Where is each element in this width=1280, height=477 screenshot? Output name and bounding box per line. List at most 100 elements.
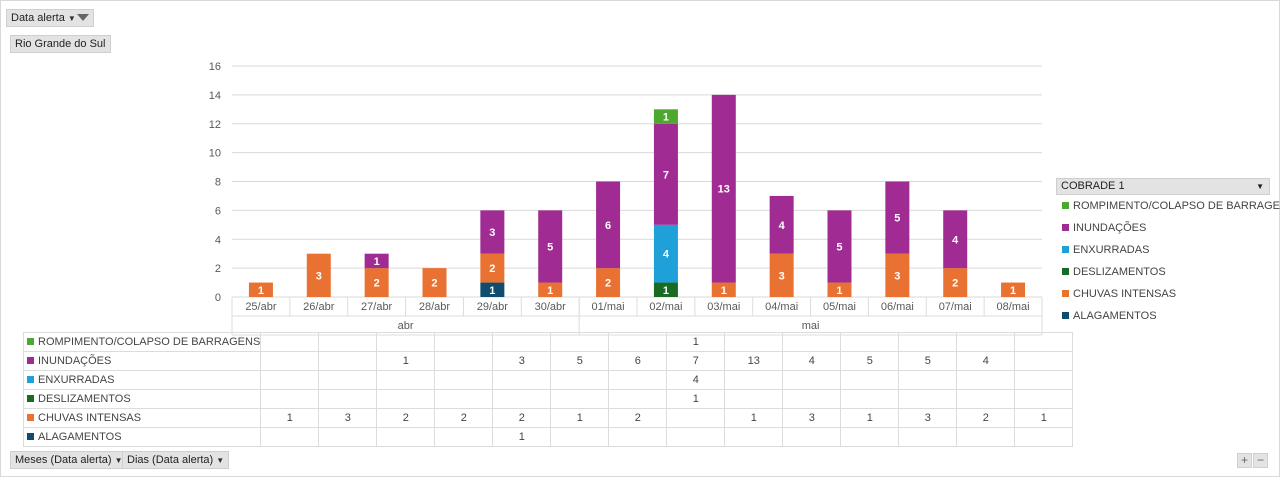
- table-cell: 3: [492, 351, 552, 371]
- series-name: ENXURRADAS: [38, 374, 115, 386]
- bar-segment: [480, 253, 505, 283]
- table-cell: [782, 389, 842, 409]
- table-cell: 3: [782, 408, 842, 428]
- table-cell: [376, 389, 436, 409]
- table-cell: 1: [724, 408, 784, 428]
- legend-item[interactable]: CHUVAS INTENSAS: [1056, 283, 1270, 305]
- legend-swatch: [1062, 245, 1069, 253]
- table-cell: [608, 427, 668, 447]
- series-name: INUNDAÇÕES: [38, 355, 112, 367]
- legend-swatch: [27, 375, 34, 383]
- region-filter-chip[interactable]: Rio Grande do Sul: [10, 35, 111, 53]
- bar-segment: [248, 282, 273, 297]
- filter-funnel-icon: [76, 13, 89, 21]
- data-table: ROMPIMENTO/COLAPSO DE BARRAGENS 1 INUNDAÇÕ…: [22, 332, 1074, 447]
- dropdown-arrow-icon: ▼: [67, 14, 76, 23]
- bar-segment: [653, 109, 678, 124]
- dropdown-arrow-icon: ▼: [114, 456, 123, 465]
- legend-item[interactable]: ROMPIMENTO/COLAPSO DE BARRAGENS: [1056, 195, 1280, 217]
- x-tick-label: 04/mai: [765, 301, 798, 313]
- table-cell: [666, 427, 726, 447]
- table-cell: [318, 427, 378, 447]
- table-cell: 2: [434, 408, 494, 428]
- legend-item-label: CHUVAS INTENSAS: [1073, 288, 1177, 300]
- legend-item[interactable]: INUNDAÇÕES: [1056, 217, 1270, 239]
- bar-segment: [827, 282, 852, 297]
- x-tick-label: 25/abr: [245, 301, 277, 313]
- y-tick-label: 2: [215, 263, 221, 275]
- legend-item-label: ENXURRADAS: [1073, 244, 1150, 256]
- data-label: 4: [779, 220, 786, 232]
- legend-item[interactable]: ALAGAMENTOS: [1056, 305, 1270, 327]
- data-label: 3: [894, 270, 900, 282]
- table-cell: [434, 351, 494, 371]
- x-tick-label: 27/abr: [361, 301, 393, 313]
- table-cell: [260, 427, 320, 447]
- series-name: ALAGAMENTOS: [38, 431, 122, 443]
- y-tick-label: 6: [215, 205, 221, 217]
- data-label: 7: [663, 169, 669, 181]
- date-alert-filter-button[interactable]: Data alerta ▼: [6, 9, 94, 27]
- x-tick-label: 02/mai: [649, 301, 682, 313]
- data-label: 6: [605, 220, 611, 232]
- table-cell: [260, 351, 320, 371]
- x-tick-label: 01/mai: [592, 301, 625, 313]
- table-cell: [260, 370, 320, 390]
- table-cell: 6: [608, 351, 668, 371]
- bar-segment: [885, 181, 910, 254]
- x-group-label: abr: [398, 320, 414, 332]
- table-row: INUNDAÇÕES 1 3 5 6 7 13 4 5 5 4: [22, 351, 1074, 371]
- table-cell: [376, 427, 436, 447]
- y-tick-label: 16: [209, 61, 221, 73]
- bar-segment: [827, 210, 852, 283]
- legend-field-button[interactable]: COBRADE 1 ▼: [1056, 178, 1270, 195]
- data-label: 1: [547, 285, 553, 297]
- series-name: CHUVAS INTENSAS: [38, 412, 142, 424]
- date-alert-filter-label: Data alerta: [11, 12, 65, 24]
- table-cell: [376, 332, 436, 352]
- table-cell: [434, 370, 494, 390]
- table-cell: 4: [956, 351, 1016, 371]
- table-row-label: ALAGAMENTOS: [22, 427, 262, 447]
- y-tick-label: 4: [215, 234, 221, 246]
- legend-swatch: [27, 394, 34, 402]
- table-cell: [898, 389, 958, 409]
- days-field-button[interactable]: Dias (Data alerta) ▼: [122, 451, 230, 469]
- collapse-button[interactable]: −: [1253, 453, 1268, 468]
- bar-segment: [769, 195, 794, 254]
- legend-item[interactable]: ENXURRADAS: [1056, 239, 1270, 261]
- table-cell: 1: [666, 389, 726, 409]
- data-label: 5: [836, 241, 842, 253]
- table-cell: [492, 389, 552, 409]
- table-cell: [724, 332, 784, 352]
- data-label: 5: [894, 213, 900, 225]
- table-row-label: DESLIZAMENTOS: [22, 389, 262, 409]
- data-label: 1: [1010, 285, 1016, 297]
- x-tick-label: 06/mai: [881, 301, 914, 313]
- data-label: 1: [374, 256, 380, 268]
- table-cell: [318, 370, 378, 390]
- bar-segment: [364, 253, 389, 269]
- x-tick-label: 07/mai: [939, 301, 972, 313]
- table-cell: [1014, 427, 1074, 447]
- legend-item[interactable]: DESLIZAMENTOS: [1056, 261, 1270, 283]
- table-cell: [260, 389, 320, 409]
- table-cell: [318, 332, 378, 352]
- table-cell: 5: [898, 351, 958, 371]
- x-tick-label: 26/abr: [303, 301, 335, 313]
- legend-title: COBRADE 1: [1061, 180, 1125, 192]
- bar-segment: [306, 253, 331, 297]
- series-name: DESLIZAMENTOS: [38, 393, 131, 405]
- table-cell: 1: [550, 408, 610, 428]
- data-label: 1: [663, 112, 669, 124]
- expand-button[interactable]: +: [1237, 453, 1252, 468]
- data-label: 3: [779, 270, 785, 282]
- legend-swatch: [27, 413, 34, 421]
- bar-segment: [711, 282, 736, 297]
- months-field-button[interactable]: Meses (Data alerta) ▼: [10, 451, 128, 469]
- legend-item-label: ROMPIMENTO/COLAPSO DE BARRAGENS: [1073, 200, 1280, 212]
- table-cell: 4: [666, 370, 726, 390]
- legend-swatch: [1062, 223, 1069, 231]
- table-cell: 1: [666, 332, 726, 352]
- table-cell: [666, 408, 726, 428]
